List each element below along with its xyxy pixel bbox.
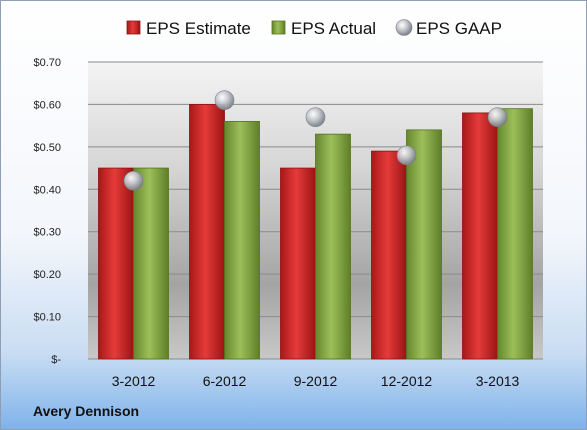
bar-eps-actual bbox=[315, 133, 351, 360]
gaap-markers bbox=[123, 90, 508, 191]
marker-eps-gaap bbox=[123, 171, 144, 191]
bar-eps-actual bbox=[497, 108, 533, 360]
marker-eps-gaap bbox=[214, 90, 235, 110]
marker-eps-gaap bbox=[396, 145, 417, 166]
y-tick-label: $- bbox=[51, 354, 61, 366]
legend-swatch-eps-gaap bbox=[395, 19, 413, 36]
bar-eps-estimate bbox=[371, 150, 407, 360]
bar-eps-estimate bbox=[462, 112, 498, 360]
marker-eps-gaap bbox=[487, 107, 508, 127]
legend-swatch-eps-actual bbox=[271, 20, 286, 35]
bar-eps-actual bbox=[224, 121, 260, 360]
bar-eps-estimate bbox=[98, 167, 134, 360]
x-tick-label: 6-2012 bbox=[203, 373, 247, 389]
x-tick-label: 3-2013 bbox=[476, 373, 520, 389]
legend: EPS Estimate EPS Actual EPS GAAP bbox=[126, 19, 502, 38]
y-tick-label: $0.50 bbox=[33, 142, 61, 154]
bars bbox=[98, 104, 533, 360]
x-tick-label: 9-2012 bbox=[294, 373, 338, 389]
legend-label-eps-gaap: EPS GAAP bbox=[416, 19, 502, 38]
y-tick-label: $0.20 bbox=[33, 269, 61, 281]
bar-eps-estimate bbox=[189, 104, 225, 360]
y-tick-label: $0.40 bbox=[33, 184, 61, 196]
y-tick-label: $0.70 bbox=[33, 57, 61, 69]
legend-label-eps-actual: EPS Actual bbox=[291, 19, 376, 38]
y-tick-label: $0.60 bbox=[33, 99, 61, 111]
y-axis: $- $0.10 $0.20 $0.30 $0.40 $0.50 $0.60 $0.70 bbox=[33, 57, 61, 366]
bar-eps-estimate bbox=[280, 167, 316, 360]
legend-swatch-eps-estimate bbox=[126, 20, 141, 35]
y-tick-label: $0.30 bbox=[33, 227, 61, 239]
x-tick-label: 3-2012 bbox=[112, 373, 156, 389]
y-tick-label: $0.10 bbox=[33, 312, 61, 324]
marker-eps-gaap bbox=[305, 107, 326, 127]
bar-eps-actual bbox=[406, 129, 442, 360]
legend-label-eps-estimate: EPS Estimate bbox=[146, 19, 251, 38]
x-axis: 3-2012 6-2012 9-2012 12-2012 3-2013 bbox=[112, 373, 520, 389]
bar-eps-actual bbox=[133, 167, 169, 360]
x-tick-label: 12-2012 bbox=[381, 373, 433, 389]
company-name: Avery Dennison bbox=[33, 403, 139, 419]
